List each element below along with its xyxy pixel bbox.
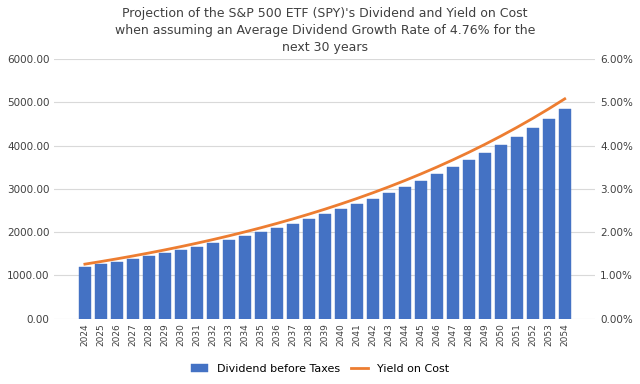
Yield on Cost (401, 178, 408, 183)
Bar (95, 264, 107, 319)
Bar (271, 228, 283, 319)
Yield on Cost (289, 217, 297, 221)
Yield on Cost (273, 221, 281, 226)
Yield on Cost (433, 165, 440, 169)
Bar (559, 109, 571, 319)
Yield on Cost (465, 150, 472, 155)
Yield on Cost (305, 212, 313, 217)
Yield on Cost (561, 96, 568, 101)
Bar (335, 209, 347, 319)
Bar (463, 160, 475, 319)
Yield on Cost (321, 207, 329, 212)
Bar (431, 174, 443, 319)
Bar (383, 193, 395, 319)
Bar (207, 243, 219, 319)
Legend: Dividend before Taxes, Yield on Cost: Dividend before Taxes, Yield on Cost (187, 359, 453, 379)
Bar (111, 262, 123, 319)
Bar (255, 232, 267, 319)
Yield on Cost (193, 241, 201, 245)
Yield on Cost (113, 257, 121, 261)
Bar (127, 259, 139, 319)
Bar (287, 223, 299, 319)
Yield on Cost (353, 196, 361, 201)
Line: Yield on Cost: Yield on Cost (85, 99, 564, 264)
Yield on Cost (257, 225, 265, 230)
Yield on Cost (209, 237, 217, 242)
Bar (143, 256, 155, 319)
Bar (239, 236, 251, 319)
Title: Projection of the S&P 500 ETF (SPY)'s Dividend and Yield on Cost
when assuming a: Projection of the S&P 500 ETF (SPY)'s Di… (115, 7, 535, 54)
Yield on Cost (449, 157, 456, 162)
Yield on Cost (369, 190, 376, 195)
Yield on Cost (145, 251, 153, 255)
Bar (367, 199, 379, 319)
Bar (79, 267, 91, 319)
Yield on Cost (177, 244, 185, 249)
Yield on Cost (161, 248, 169, 252)
Yield on Cost (241, 230, 249, 234)
Bar (399, 187, 411, 319)
Yield on Cost (97, 259, 105, 264)
Yield on Cost (81, 262, 89, 266)
Bar (511, 137, 523, 319)
Yield on Cost (385, 185, 392, 189)
Bar (543, 119, 555, 319)
Yield on Cost (529, 116, 536, 121)
Bar (175, 250, 187, 319)
Bar (319, 214, 331, 319)
Yield on Cost (129, 254, 137, 258)
Yield on Cost (337, 202, 345, 206)
Yield on Cost (481, 142, 488, 147)
Bar (479, 153, 491, 319)
Yield on Cost (225, 233, 233, 238)
Bar (303, 219, 315, 319)
Bar (159, 253, 171, 319)
Yield on Cost (545, 106, 552, 111)
Bar (495, 145, 507, 319)
Bar (447, 167, 459, 319)
Yield on Cost (513, 125, 520, 130)
Yield on Cost (497, 134, 504, 139)
Yield on Cost (417, 172, 424, 176)
Bar (415, 181, 427, 319)
Bar (223, 240, 235, 319)
Bar (351, 204, 363, 319)
Bar (191, 247, 203, 319)
Bar (527, 128, 539, 319)
